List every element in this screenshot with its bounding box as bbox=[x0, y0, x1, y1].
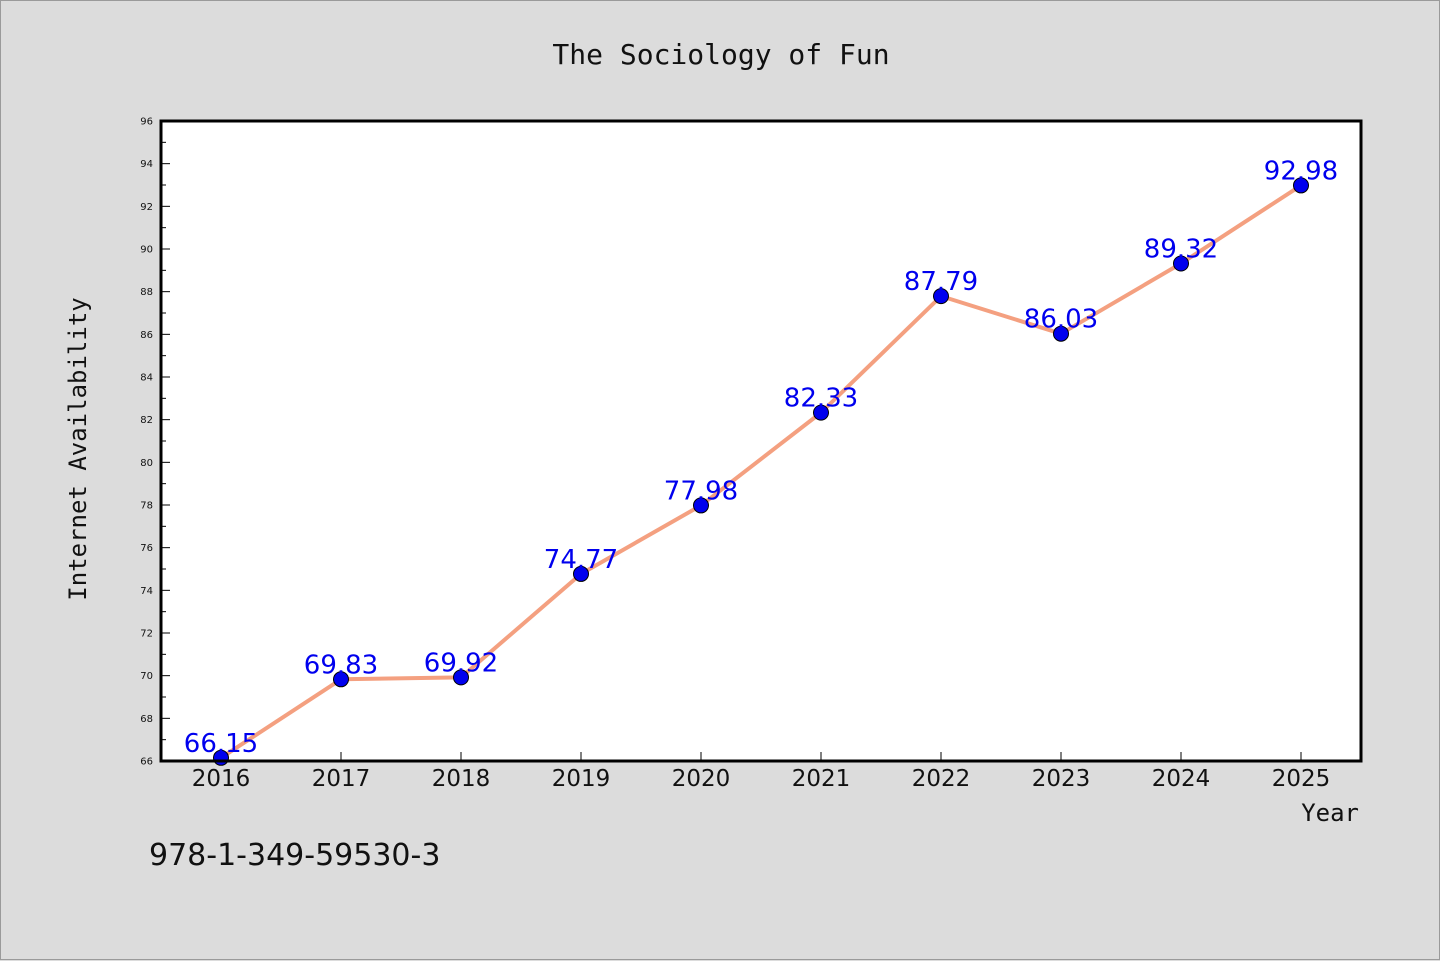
x-tick-label: 2024 bbox=[1152, 766, 1211, 792]
x-tick-label: 2018 bbox=[432, 766, 491, 792]
y-tick-label: 70 bbox=[140, 671, 153, 682]
data-label: 69.92 bbox=[424, 648, 498, 678]
x-tick-label: 2017 bbox=[312, 766, 371, 792]
y-tick-label: 68 bbox=[140, 714, 153, 725]
y-tick-label: 96 bbox=[140, 117, 153, 128]
x-tick-label: 2025 bbox=[1272, 766, 1331, 792]
y-tick-label: 86 bbox=[140, 330, 153, 341]
data-label: 66.15 bbox=[184, 729, 258, 759]
data-label: 89.32 bbox=[1144, 235, 1218, 265]
y-tick-label: 74 bbox=[140, 586, 153, 597]
y-tick-label: 90 bbox=[140, 245, 153, 256]
data-point bbox=[573, 565, 589, 582]
data-label: 82.33 bbox=[784, 384, 858, 414]
isbn-footnote: 978-1-349-59530-3 bbox=[149, 838, 440, 873]
data-label: 74.77 bbox=[544, 545, 618, 575]
data-label: 87.79 bbox=[904, 267, 978, 297]
chart-title: The Sociology of Fun bbox=[552, 38, 889, 71]
data-label: 69.83 bbox=[304, 650, 378, 680]
x-tick-label: 2019 bbox=[552, 766, 611, 792]
y-tick-label: 92 bbox=[140, 202, 153, 213]
data-label: 86.03 bbox=[1024, 305, 1098, 335]
data-point bbox=[453, 669, 469, 686]
y-tick-label: 82 bbox=[140, 415, 153, 426]
data-point bbox=[693, 497, 709, 514]
data-point bbox=[333, 671, 349, 688]
x-axis-label: Year bbox=[1301, 799, 1359, 827]
x-tick-label: 2022 bbox=[912, 766, 971, 792]
x-tick-label: 2021 bbox=[792, 766, 851, 792]
y-tick-label: 72 bbox=[140, 629, 153, 640]
y-tick-label: 88 bbox=[140, 287, 153, 298]
x-tick-label: 2020 bbox=[672, 766, 731, 792]
y-tick-label: 80 bbox=[140, 458, 153, 469]
y-axis-label: Internet Availability bbox=[64, 297, 92, 600]
data-label: 77.98 bbox=[664, 476, 738, 506]
y-tick-label: 76 bbox=[140, 543, 153, 554]
series-line bbox=[219, 183, 1303, 760]
x-axis-ticks: 2016 2017 2018 2019 2020 2021 2022 2023 2024 2025 bbox=[192, 752, 1331, 792]
data-point bbox=[1293, 177, 1309, 194]
x-tick-label: 2023 bbox=[1032, 766, 1091, 792]
data-point bbox=[1173, 255, 1189, 272]
data-label: 92.98 bbox=[1264, 156, 1338, 186]
plot-border bbox=[159, 119, 1363, 763]
data-labels-layer: 66.15 69.83 69.92 74.77 77.98 82.33 87.79 86.03… bbox=[184, 156, 1338, 758]
plot-area bbox=[161, 121, 1361, 761]
y-tick-label: 66 bbox=[140, 757, 153, 768]
x-tick-label: 2016 bbox=[192, 766, 251, 792]
y-tick-label: 84 bbox=[140, 373, 153, 384]
data-point bbox=[933, 288, 949, 305]
data-point bbox=[1053, 325, 1069, 342]
series-layer bbox=[213, 177, 1309, 766]
y-tick-label: 94 bbox=[140, 159, 153, 170]
data-point bbox=[813, 404, 829, 421]
y-tick-label: 78 bbox=[140, 501, 153, 512]
